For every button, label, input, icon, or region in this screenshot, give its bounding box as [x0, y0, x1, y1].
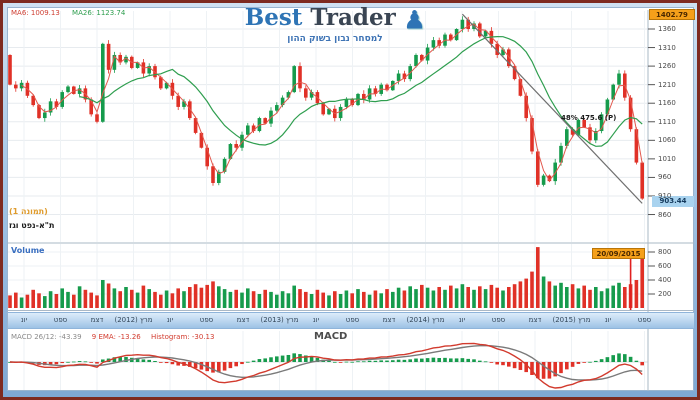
- price-tick-label: 960: [658, 173, 672, 182]
- volume-panel-label: Volume: [11, 246, 45, 255]
- volume-tick-label: 600: [658, 262, 672, 270]
- price-tick-label: 1260: [658, 62, 676, 71]
- x-axis-label: דצמ: [382, 316, 396, 324]
- price-tick-label: 1160: [658, 99, 676, 108]
- ma-fast-line: [21, 23, 643, 182]
- macd-line: [9, 342, 643, 389]
- x-axis-label: מרץ (2012): [114, 316, 153, 324]
- macd-panel-title: MACD: [314, 331, 348, 342]
- price-tick-label: 1060: [658, 136, 676, 145]
- macd-layer: [8, 342, 648, 389]
- x-axis-band: [8, 312, 694, 329]
- signal-line: [9, 344, 643, 381]
- price-tick-label: 910: [658, 191, 672, 200]
- price-tick-label: 860: [658, 210, 672, 219]
- x-axis-label: ספט: [199, 316, 214, 324]
- macd-value-label: MACD 26/12: -43.39: [11, 333, 82, 341]
- volume-tick-label: 200: [658, 290, 672, 298]
- volume-tick-label: 400: [658, 276, 672, 284]
- x-axis-label: יונ: [166, 316, 174, 324]
- price-tick-label: 1110: [658, 117, 676, 126]
- volume-bars-layer: [8, 247, 644, 308]
- x-axis-label: ספט: [53, 316, 68, 324]
- chess-pawn-icon: ♟: [403, 5, 426, 34]
- x-axis-label: דצמ: [90, 316, 104, 324]
- ma-slow-line: [79, 35, 643, 147]
- x-axis-label: דצמ: [236, 316, 250, 324]
- x-axis-label: יונ: [458, 316, 466, 324]
- price-tick-label: 1210: [658, 80, 676, 89]
- x-axis-label: ספט: [491, 316, 506, 324]
- macd-header: MACD 26/12: -43.39 9 EMA: -13.26 Histogr…: [11, 333, 214, 341]
- high-price-badge: 1402.79: [649, 9, 695, 20]
- logo-wordmark: Best Trader ♟: [230, 6, 440, 32]
- logo-trader-text: Trader: [310, 4, 396, 31]
- macd-ema-label: 9 EMA: -13.26: [91, 333, 141, 341]
- besttrader-logo: Best Trader ♟ למסחר נבון בשוק ההון: [230, 6, 440, 44]
- price-tick-label: 1360: [658, 25, 676, 33]
- instrument-name-annotation: ת"א-נפט וגז: [9, 221, 55, 230]
- image-number-annotation: (תמונה 1): [9, 207, 48, 216]
- x-axis-label: מרץ (2013): [260, 316, 299, 324]
- last-price-badge: 903.44: [652, 196, 694, 207]
- x-axis-label: מרץ (2015): [552, 316, 591, 324]
- trendline: [461, 13, 643, 204]
- ma-legend: MA6: 1009.13 MA26: 1123.74: [11, 9, 125, 17]
- price-tick-label: 1010: [658, 154, 676, 163]
- x-axis-label: יונ: [312, 316, 320, 324]
- x-axis-label: דצמ: [528, 316, 542, 324]
- x-axis-label: מרץ (2014): [406, 316, 445, 324]
- x-axis-label: ספט: [345, 316, 360, 324]
- fibonacci-annotation: 48% 475.6 (P): [561, 114, 617, 122]
- x-axis-label: יונ: [20, 316, 28, 324]
- volume-tick-label: 800: [658, 248, 672, 256]
- logo-best-text: Best: [244, 4, 303, 31]
- ma6-legend-label: MA6: 1009.13: [11, 9, 60, 17]
- x-axis-label: יונ: [604, 316, 612, 324]
- price-tick-label: 1310: [658, 43, 676, 52]
- macd-histogram-label: Histogram: -30.13: [150, 333, 215, 341]
- current-date-badge: 20/09/2015: [592, 248, 645, 259]
- x-axis-label: ספט: [637, 316, 652, 324]
- ma26-legend-label: MA26: 1123.74: [72, 9, 126, 17]
- logo-tagline: למסחר נבון בשוק ההון: [287, 34, 383, 44]
